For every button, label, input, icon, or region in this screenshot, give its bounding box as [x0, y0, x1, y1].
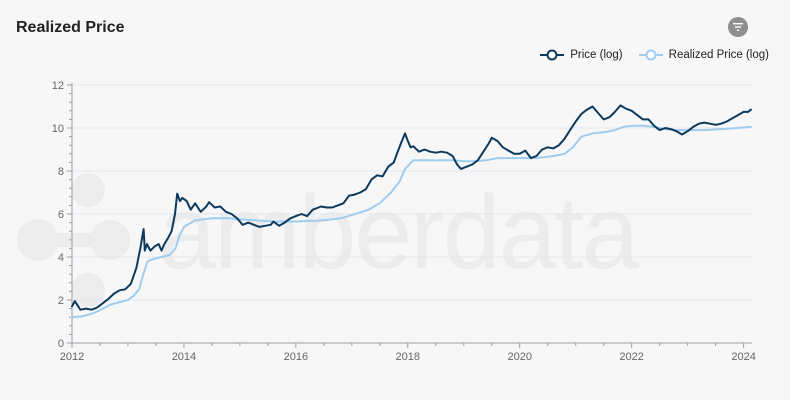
x-tick-label: 2022 — [619, 351, 643, 363]
chart-title: Realized Price — [16, 19, 125, 36]
watermark-logo-icon — [17, 173, 130, 307]
legend-item-price[interactable]: Price (log) — [540, 49, 623, 61]
watermark-text: amberdata — [158, 175, 639, 291]
legend-swatch-price — [540, 49, 565, 61]
legend-label-realized-price: Realized Price (log) — [668, 49, 769, 61]
x-tick-label: 2020 — [507, 351, 531, 363]
y-tick-label: 12 — [52, 80, 64, 92]
y-tick-label: 0 — [58, 338, 64, 350]
filter-icon — [733, 23, 743, 31]
legend-swatch-realized-price — [638, 49, 663, 61]
series-lines — [71, 104, 752, 319]
y-tick-label: 6 — [58, 209, 64, 221]
watermark: amberdata — [17, 173, 641, 307]
grid — [72, 84, 752, 301]
y-tick-label: 10 — [52, 123, 64, 135]
chart-legend: Price (log) Realized Price (log) — [540, 49, 769, 61]
x-tick-label: 2014 — [172, 351, 196, 363]
filter-button[interactable] — [728, 17, 748, 37]
series-line-realized-price — [71, 124, 752, 319]
x-tick-label: 2016 — [284, 351, 308, 363]
series-line-price — [71, 104, 752, 311]
x-tick-label: 2012 — [60, 351, 84, 363]
y-tick-label: 4 — [58, 252, 64, 264]
legend-label-price: Price (log) — [570, 49, 623, 61]
legend-item-realized-price[interactable]: Realized Price (log) — [638, 49, 769, 61]
x-tick-label: 2024 — [731, 351, 755, 363]
y-tick-label: 8 — [58, 166, 64, 178]
x-tick-label: 2018 — [396, 351, 420, 363]
axes: 0 2 4 6 8 10 12 2012 2014 2016 2018 2020 2022 2024 — [52, 80, 756, 363]
y-tick-label: 2 — [58, 295, 64, 307]
